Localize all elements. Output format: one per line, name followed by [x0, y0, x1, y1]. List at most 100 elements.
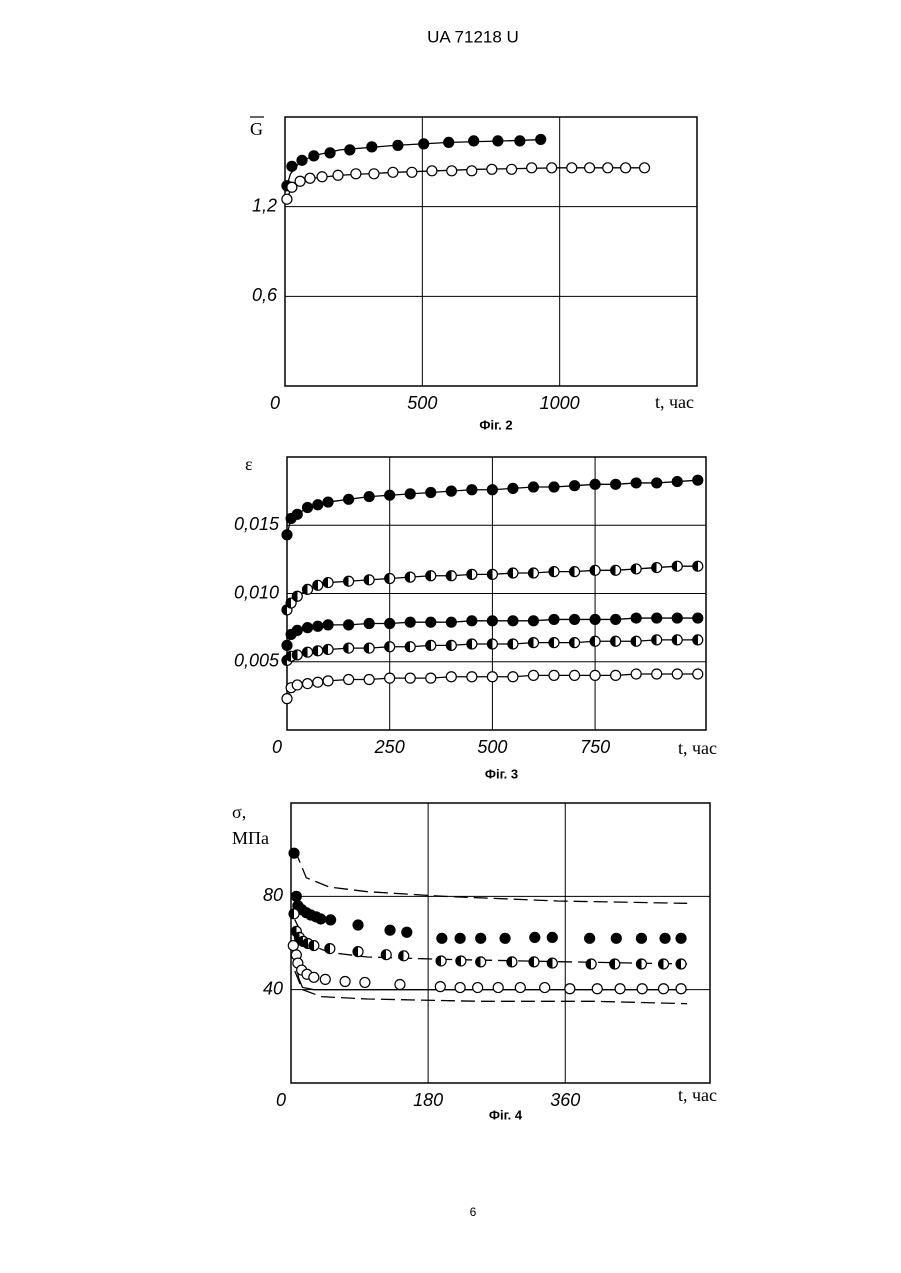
- data-point: [282, 694, 292, 704]
- data-point: [340, 977, 350, 987]
- data-point: [487, 164, 497, 174]
- data-point: [385, 925, 395, 935]
- data-point: [360, 977, 370, 987]
- data-point: [611, 670, 621, 680]
- y-tick-label: 0,015: [234, 514, 280, 534]
- y-axis-label: ε: [245, 454, 253, 474]
- data-point: [385, 573, 395, 583]
- data-point: [388, 167, 398, 177]
- data-point: [549, 614, 559, 624]
- data-point: [565, 984, 575, 994]
- data-point: [611, 636, 621, 646]
- data-point: [405, 673, 415, 683]
- y-tick-label: 80: [263, 885, 283, 905]
- x-tick-label: 500: [477, 737, 507, 757]
- data-point: [446, 486, 456, 496]
- data-point: [467, 672, 477, 682]
- data-point: [467, 616, 477, 626]
- data-point: [287, 161, 297, 171]
- data-point: [507, 957, 517, 967]
- data-point: [652, 478, 662, 488]
- figure-caption: Фіг. 4: [489, 1107, 523, 1122]
- y-axis-label: G: [250, 119, 263, 139]
- data-point: [333, 170, 343, 180]
- data-point: [402, 927, 412, 937]
- fit-curve: [285, 139, 546, 191]
- data-point: [487, 639, 497, 649]
- data-point: [570, 481, 580, 491]
- data-point: [585, 933, 595, 943]
- data-point: [426, 617, 436, 627]
- header: UA 71218 U: [427, 27, 519, 46]
- data-point: [313, 621, 323, 631]
- data-point: [381, 950, 391, 960]
- data-point: [590, 479, 600, 489]
- fit-curve: [295, 971, 687, 1004]
- data-point: [640, 163, 650, 173]
- plot-frame: [291, 803, 710, 1083]
- data-point: [676, 933, 686, 943]
- data-point: [621, 163, 631, 173]
- data-point: [528, 482, 538, 492]
- data-point: [527, 163, 537, 173]
- data-point: [631, 564, 641, 574]
- data-point: [446, 640, 456, 650]
- data-point: [446, 617, 456, 627]
- data-point: [473, 983, 483, 993]
- data-point: [570, 614, 580, 624]
- data-point: [426, 487, 436, 497]
- x-tick-label: 180: [413, 1090, 443, 1110]
- data-point: [456, 956, 466, 966]
- data-point: [309, 941, 319, 951]
- data-point: [672, 669, 682, 679]
- data-point: [313, 646, 323, 656]
- data-point: [508, 568, 518, 578]
- data-point: [652, 563, 662, 573]
- data-point: [659, 959, 669, 969]
- data-point: [615, 984, 625, 994]
- data-point: [528, 568, 538, 578]
- data-point: [611, 614, 621, 624]
- data-point: [323, 578, 333, 588]
- data-point: [426, 673, 436, 683]
- data-point: [303, 503, 313, 513]
- data-point: [611, 565, 621, 575]
- data-point: [405, 572, 415, 582]
- data-point: [427, 166, 437, 176]
- data-point: [385, 673, 395, 683]
- data-point: [467, 166, 477, 176]
- data-point: [515, 983, 525, 993]
- data-point: [446, 672, 456, 682]
- data-point: [507, 164, 517, 174]
- data-point: [693, 613, 703, 623]
- data-point: [631, 613, 641, 623]
- data-point: [405, 642, 415, 652]
- data-point: [693, 635, 703, 645]
- data-point: [437, 933, 447, 943]
- x-tick-label: 250: [374, 737, 405, 757]
- data-point: [323, 497, 333, 507]
- data-point: [395, 980, 405, 990]
- data-point: [303, 679, 313, 689]
- data-point: [385, 642, 395, 652]
- data-point: [292, 650, 302, 660]
- data-point: [660, 933, 670, 943]
- data-point: [351, 169, 361, 179]
- data-point: [590, 614, 600, 624]
- data-point: [455, 933, 465, 943]
- data-point: [317, 172, 327, 182]
- data-point: [369, 169, 379, 179]
- data-point: [547, 163, 557, 173]
- data-point: [493, 983, 503, 993]
- data-point: [528, 638, 538, 648]
- x-tick-label: 0: [270, 393, 280, 413]
- data-point: [536, 134, 546, 144]
- data-point: [288, 941, 298, 951]
- data-point: [631, 478, 641, 488]
- data-point: [508, 483, 518, 493]
- data-point: [693, 475, 703, 485]
- data-point: [467, 485, 477, 495]
- x-tick-label: 360: [550, 1090, 580, 1110]
- data-point: [549, 482, 559, 492]
- data-point: [313, 677, 323, 687]
